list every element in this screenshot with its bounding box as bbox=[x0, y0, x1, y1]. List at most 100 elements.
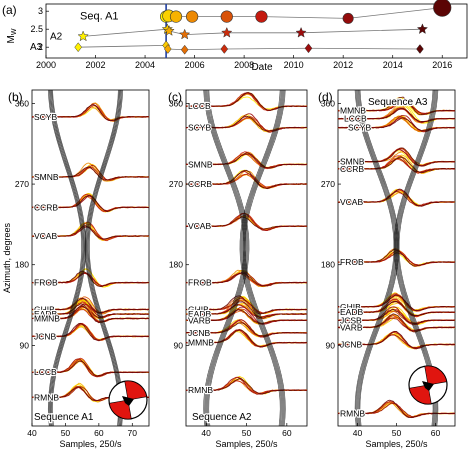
travel-time-curve bbox=[86, 89, 121, 427]
travel-time-curve bbox=[241, 89, 283, 427]
station-label: FROB bbox=[340, 257, 364, 267]
panel-d: (d)MMNBLCCBSCYBSMNBCCRBVCABFROBGHIBEADBJ… bbox=[318, 89, 456, 449]
station-label: LCCB bbox=[344, 114, 367, 124]
trace-ccrb bbox=[31, 194, 150, 213]
compressional-quadrant bbox=[124, 380, 148, 401]
x-tick-label: 50 bbox=[61, 428, 71, 438]
station-label: EADB bbox=[340, 307, 363, 317]
point-seq-a1 bbox=[255, 10, 268, 23]
y-tick-label: 360 bbox=[169, 98, 183, 108]
travel-time-curve bbox=[49, 89, 84, 427]
point-seq-a2 bbox=[77, 30, 89, 42]
y-axis-label-sub: W bbox=[11, 28, 18, 35]
travel-time-curve bbox=[208, 89, 250, 427]
travel-time-curve bbox=[87, 89, 122, 427]
trace-frob bbox=[337, 248, 456, 267]
travel-time-curve bbox=[359, 89, 400, 427]
x-tick-label: 2006 bbox=[185, 60, 205, 70]
beachball-center bbox=[422, 381, 434, 391]
point-seq-a3 bbox=[74, 42, 83, 53]
point-seq-a2 bbox=[163, 25, 175, 36]
point-seq-a2 bbox=[221, 26, 233, 38]
station-label: JCNB bbox=[340, 339, 363, 349]
y-tick-label: 2 bbox=[38, 42, 43, 52]
trace-mmnb bbox=[31, 305, 150, 324]
station-label: LCCB bbox=[34, 367, 57, 377]
series-line-2 bbox=[78, 44, 420, 51]
point-seq-a1 bbox=[220, 10, 233, 23]
x-axis-label: Samples, 250/s bbox=[215, 439, 278, 449]
compressional-quadrant bbox=[424, 365, 448, 386]
travel-time-curve bbox=[52, 89, 87, 427]
travel-time-curve bbox=[48, 89, 83, 427]
station-label: VCAB bbox=[340, 197, 363, 207]
trace-jcnb bbox=[337, 330, 456, 350]
station-label: GHIB bbox=[340, 302, 361, 312]
station-label: RMNB bbox=[188, 385, 213, 395]
point-seq-a3 bbox=[304, 43, 313, 54]
x-tick-label: 2010 bbox=[284, 60, 304, 70]
station-label: SMNB bbox=[34, 172, 59, 182]
sequence-title: Sequence A2 bbox=[192, 412, 252, 423]
x-tick-label: 2016 bbox=[432, 60, 452, 70]
travel-time-curve bbox=[240, 89, 282, 427]
station-label: CCRB bbox=[188, 179, 212, 189]
y-tick-label: 180 bbox=[321, 260, 335, 270]
y-tick-label: 90 bbox=[174, 340, 184, 350]
sequence-title: Sequence A3 bbox=[368, 97, 428, 108]
travel-time-curve bbox=[355, 89, 396, 427]
y-axis-label-main: M bbox=[6, 35, 17, 43]
x-tick-label: 50 bbox=[242, 428, 252, 438]
point-seq-a1 bbox=[169, 10, 183, 23]
y-tick-label: 360 bbox=[15, 98, 29, 108]
point-seq-a1 bbox=[433, 0, 452, 17]
trace-varb bbox=[337, 313, 456, 333]
station-label: CCRB bbox=[340, 164, 364, 174]
point-seq-a3 bbox=[220, 44, 229, 54]
travel-time-curve bbox=[50, 89, 85, 427]
trace-smnb bbox=[31, 166, 150, 181]
point-seq-a3 bbox=[180, 44, 189, 55]
travel-time-curve bbox=[354, 89, 395, 427]
station-label: VARB bbox=[188, 315, 211, 325]
station-label: MMNB bbox=[34, 313, 60, 323]
y-tick-label: 90 bbox=[326, 340, 336, 350]
point-seq-a1 bbox=[342, 12, 354, 24]
station-label: VCAB bbox=[188, 221, 211, 231]
trace-rmnb bbox=[337, 399, 456, 419]
station-label: LCCB bbox=[188, 101, 211, 111]
x-tick-label: 2014 bbox=[383, 60, 403, 70]
panel-a: (a) 2000 2002 2004 2006 2008 2010 2012 2014 2016 2… bbox=[2, 0, 468, 73]
travel-time-curve bbox=[242, 89, 284, 427]
x-tick-label: 40 bbox=[201, 428, 211, 438]
x-axis-label: Date bbox=[251, 62, 273, 73]
beachball-center bbox=[122, 396, 134, 406]
y-tick-label: 3 bbox=[38, 6, 43, 16]
series-label: A3 bbox=[30, 42, 43, 53]
travel-time-curve bbox=[88, 89, 123, 427]
focal-mechanism-icon bbox=[408, 365, 448, 405]
y-axis-label: MW bbox=[6, 28, 18, 43]
point-seq-a2 bbox=[416, 23, 429, 35]
trace-smnb bbox=[185, 152, 308, 169]
x-tick-label: 40 bbox=[27, 428, 37, 438]
travel-time-curve bbox=[358, 89, 399, 427]
x-tick-label: 60 bbox=[282, 428, 292, 438]
series-label: Seq. A1 bbox=[80, 11, 119, 23]
travel-time-curve bbox=[207, 89, 249, 427]
station-label: SCYB bbox=[348, 123, 371, 133]
x-tick-label: 60 bbox=[94, 428, 104, 438]
focal-mechanism-icon bbox=[108, 380, 148, 420]
point-seq-a3 bbox=[416, 44, 424, 54]
trace-lccb bbox=[337, 108, 456, 123]
panel-label: (c) bbox=[168, 90, 182, 104]
station-label: GHIB bbox=[34, 305, 55, 315]
trace-scyb bbox=[185, 115, 308, 132]
travel-time-curve bbox=[243, 89, 285, 427]
compressional-quadrant bbox=[108, 399, 132, 420]
y-tick-label: 270 bbox=[321, 179, 335, 189]
travel-time-curve bbox=[239, 89, 281, 427]
station-label: JCSB bbox=[340, 315, 362, 325]
